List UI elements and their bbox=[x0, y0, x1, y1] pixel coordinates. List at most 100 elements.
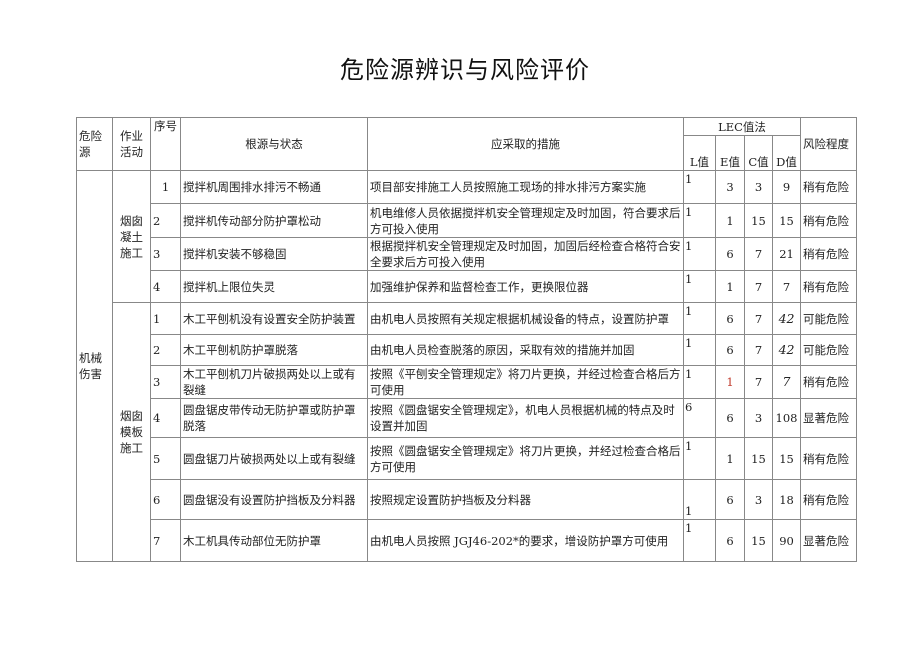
source-cell: 圆盘锯没有设置防护挡板及分料器 bbox=[180, 479, 368, 520]
seq-cell: 6 bbox=[150, 479, 181, 520]
d-value-cell: 18 bbox=[771, 479, 802, 520]
header-c: C值 bbox=[744, 135, 773, 171]
measure-cell: 按照规定设置防护挡板及分料器 bbox=[367, 479, 684, 520]
e-value-cell: 6 bbox=[715, 398, 745, 438]
source-cell: 搅拌机上限位失灵 bbox=[180, 270, 368, 303]
c-value-cell: 3 bbox=[744, 170, 773, 204]
header-activity: 作业活动 bbox=[112, 117, 151, 171]
source-cell: 搅拌机周围排水排污不畅通 bbox=[180, 170, 368, 204]
e-value-cell: 1 bbox=[715, 437, 745, 480]
source-cell: 木工机具传动部位无防护罩 bbox=[180, 519, 368, 562]
risk-level-cell: 稍有危险 bbox=[800, 479, 858, 520]
e-value-cell: 1 bbox=[715, 203, 745, 238]
c-value-cell: 3 bbox=[744, 479, 773, 520]
d-value-cell: 7 bbox=[771, 365, 802, 399]
table-row: 3 搅拌机安装不够稳固 根据搅拌机安全管理规定及时加固，加固后经检查合格符合安全要求… bbox=[77, 237, 858, 271]
d-value-cell: 108 bbox=[771, 398, 802, 438]
seq-cell: 5 bbox=[150, 437, 181, 480]
risk-level-cell: 可能危险 bbox=[800, 334, 858, 366]
l-value-cell: 1 bbox=[683, 237, 716, 271]
measure-cell: 按照《平刨安全管理规定》将刀片更换，并经过检查合格后方可使用 bbox=[367, 365, 684, 399]
c-value-cell: 7 bbox=[744, 270, 773, 303]
c-value-cell: 15 bbox=[744, 519, 773, 562]
table-row: 2 搅拌机传动部分防护罩松动 机电维修人员依据搅拌机安全管理规定及时加固，符合要求后… bbox=[77, 203, 858, 238]
risk-level-cell: 稍有危险 bbox=[800, 437, 858, 480]
measure-cell: 机电维修人员依据搅拌机安全管理规定及时加固，符合要求后方可投入使用 bbox=[367, 203, 684, 238]
d-value-cell: 90 bbox=[771, 519, 802, 562]
source-cell: 木工平刨机刀片破损两处以上或有裂缝 bbox=[180, 365, 368, 399]
c-value-cell: 7 bbox=[744, 334, 773, 366]
activity-cell: 烟囱凝土施工 bbox=[112, 170, 151, 303]
seq-cell: 7 bbox=[150, 519, 181, 562]
e-value-cell: 1 bbox=[715, 365, 745, 399]
e-value-cell: 6 bbox=[715, 479, 745, 520]
e-value-cell: 6 bbox=[715, 302, 745, 335]
source-cell: 搅拌机传动部分防护罩松动 bbox=[180, 203, 368, 238]
c-value-cell: 7 bbox=[744, 365, 773, 399]
seq-cell: 3 bbox=[150, 237, 181, 271]
e-value-cell: 6 bbox=[715, 334, 745, 366]
l-value-cell: 1 bbox=[683, 519, 716, 562]
source-cell: 木工平刨机没有设置安全防护装置 bbox=[180, 302, 368, 335]
activity-cell: 烟囱模板施工 bbox=[112, 302, 151, 562]
l-value-cell: 1 bbox=[683, 170, 716, 204]
risk-level-cell: 稍有危险 bbox=[800, 365, 858, 399]
c-value-cell: 7 bbox=[744, 237, 773, 271]
e-value-cell: 1 bbox=[715, 270, 745, 303]
seq-cell: 2 bbox=[150, 334, 181, 366]
d-value-cell: 7 bbox=[771, 270, 802, 303]
risk-level-cell: 稍有危险 bbox=[800, 270, 858, 303]
source-cell: 搅拌机安装不够稳固 bbox=[180, 237, 368, 271]
measure-cell: 按照《圆盘锯安全管理规定》，机电人员根据机械的特点及时设置并加固 bbox=[367, 398, 684, 438]
l-value-cell: 6 bbox=[683, 398, 716, 438]
e-value-cell: 3 bbox=[715, 170, 745, 204]
l-value-cell: 1 bbox=[683, 270, 716, 303]
l-value-cell: 1 bbox=[683, 302, 716, 335]
risk-level-cell: 显著危险 bbox=[800, 398, 858, 438]
table-row: 烟囱模板施工 1 木工平刨机没有设置安全防护装置 由机电人员按照有关规定根据机械设备的… bbox=[77, 302, 858, 562]
risk-table: 危险源 作业活动 序号 根源与状态 应采取的措施 LEC值法 风险程度 L值 E… bbox=[76, 117, 858, 562]
d-value-cell: 21 bbox=[771, 237, 802, 271]
source-cell: 木工平刨机防护罩脱落 bbox=[180, 334, 368, 366]
e-value-cell: 6 bbox=[715, 519, 745, 562]
measure-cell: 根据搅拌机安全管理规定及时加固，加固后经检查合格符合安全要求后方可投入使用 bbox=[367, 237, 684, 271]
risk-level-cell: 稍有危险 bbox=[800, 170, 858, 204]
hazard-cell: 机械伤害 bbox=[76, 170, 113, 562]
seq-cell: 3 bbox=[150, 365, 181, 399]
measure-cell: 按照《圆盘锯安全管理规定》将刀片更换，并经过检查合格后方可使用 bbox=[367, 437, 684, 480]
measure-cell: 由机电人员按照 JGJ46-202*的要求，增设防护罩方可使用 bbox=[367, 519, 684, 562]
measure-cell: 由机电人员按照有关规定根据机械设备的特点，设置防护罩 bbox=[367, 302, 684, 335]
d-value-cell: 9 bbox=[771, 170, 802, 204]
l-value-cell: 1 bbox=[683, 334, 716, 366]
c-value-cell: 3 bbox=[744, 398, 773, 438]
c-value-cell: 7 bbox=[744, 302, 773, 335]
measure-cell: 由机电人员检查脱落的原因，采取有效的措施并加固 bbox=[367, 334, 684, 366]
header-lec: LEC值法 bbox=[682, 117, 802, 136]
header-e: E值 bbox=[715, 135, 745, 171]
d-value-cell: 15 bbox=[771, 437, 802, 480]
header-measures: 应采取的措施 bbox=[367, 117, 684, 171]
l-value-cell: 1 bbox=[683, 365, 716, 399]
measure-cell: 加强维护保养和监督检查工作，更换限位器 bbox=[367, 270, 684, 303]
header-d: D值 bbox=[771, 135, 802, 171]
header-hazard: 危险源 bbox=[76, 117, 113, 171]
table-row: 6 圆盘锯没有设置防护挡板及分料器 按照规定设置防护挡板及分料器 1 6 3 18 稍有危险 bbox=[77, 479, 858, 520]
header-l: L值 bbox=[683, 135, 716, 171]
header-risk: 风险程度 bbox=[800, 117, 858, 171]
measure-cell: 项目部安排施工人员按照施工现场的排水排污方案实施 bbox=[367, 170, 684, 204]
table-row: 7 木工机具传动部位无防护罩 由机电人员按照 JGJ46-202*的要求，增设防护罩… bbox=[77, 519, 858, 562]
c-value-cell: 15 bbox=[744, 203, 773, 238]
header-source: 根源与状态 bbox=[180, 117, 368, 171]
risk-level-cell: 可能危险 bbox=[800, 302, 858, 335]
seq-cell: 4 bbox=[150, 398, 181, 438]
c-value-cell: 15 bbox=[744, 437, 773, 480]
page-title: 危险源辨识与风险评价 bbox=[340, 56, 590, 84]
source-cell: 圆盘锯刀片破损两处以上或有裂缝 bbox=[180, 437, 368, 480]
e-value-cell: 6 bbox=[715, 237, 745, 271]
l-value-cell: 1 bbox=[683, 437, 716, 480]
risk-level-cell: 显著危险 bbox=[800, 519, 858, 562]
table-row: 4 圆盘锯皮带传动无防护罩或防护罩脱落 按照《圆盘锯安全管理规定》，机电人员根据机械… bbox=[77, 398, 858, 438]
table-row: 机械伤害 烟囱凝土施工 1 搅拌机周围排水排污不畅通 项目部安排施工人员按照施工现场的排… bbox=[76, 170, 858, 562]
seq-cell: 4 bbox=[150, 270, 181, 303]
d-value-cell: 42 bbox=[771, 302, 802, 335]
